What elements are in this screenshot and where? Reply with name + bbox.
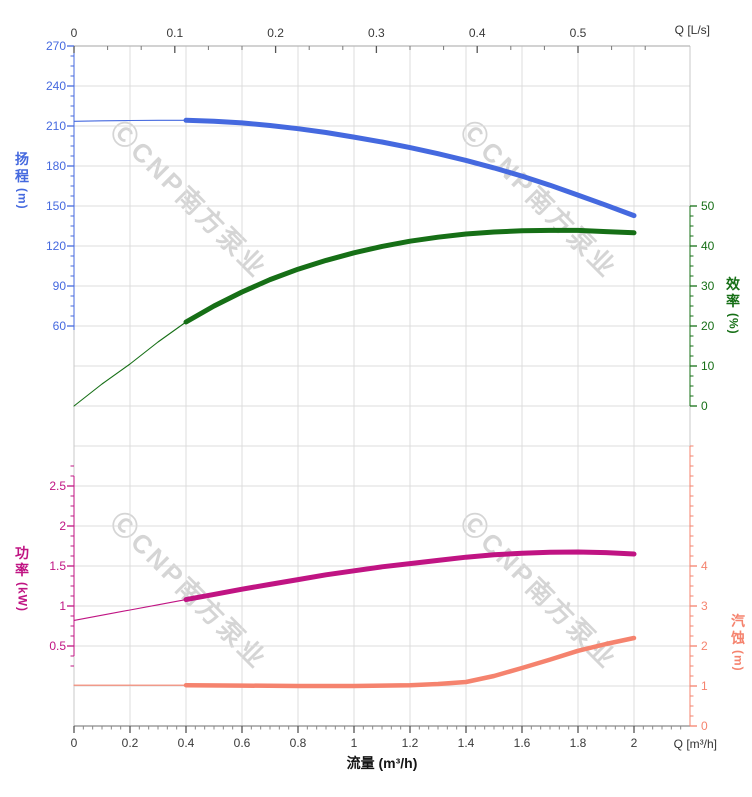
efficiency-curve	[183, 227, 637, 325]
power-axis-title-char: 率	[15, 562, 29, 578]
npsh-curve	[183, 635, 637, 689]
head-axis-tick-label: 150	[46, 199, 66, 213]
efficiency-axis-title-char: 效	[726, 276, 740, 292]
power-axis-tick-label: 2	[59, 519, 66, 533]
head-axis-title-char: 程	[15, 168, 29, 184]
bottom-axis-tick-label: 0	[71, 736, 78, 750]
head-curve	[183, 117, 637, 219]
top-axis-tick-label: 0.2	[267, 26, 284, 40]
bottom-axis-tick-label: 0.4	[178, 736, 195, 750]
npsh-axis-title: 汽 蚀 (m)	[726, 613, 750, 672]
npsh-axis-title-char: 蚀	[731, 630, 745, 646]
power-curve	[183, 549, 637, 603]
npsh-axis-tick-label: 3	[701, 599, 708, 613]
efficiency-axis-tick-label: 10	[701, 359, 715, 373]
bottom-axis-tick-label: 1.2	[402, 736, 419, 750]
efficiency-axis-tick-label: 40	[701, 239, 715, 253]
top-axis-unit-label: Q [L/s]	[674, 23, 710, 37]
power-axis-tick-label: 2.5	[49, 479, 66, 493]
bottom-axis-tick-label: 1.8	[570, 736, 587, 750]
bottom-axis-unit-label: Q [m³/h]	[673, 737, 717, 751]
head-axis-tick-label: 240	[46, 79, 66, 93]
bottom-axis-tick-label: 0.2	[122, 736, 139, 750]
power-axis-tick-label: 1	[59, 599, 66, 613]
efficiency-axis-tick-label: 30	[701, 279, 715, 293]
head-axis-tick-label: 180	[46, 159, 66, 173]
top-axis-tick-label: 0.5	[570, 26, 587, 40]
flow-axis-title: 流量 (m³/h)	[346, 755, 418, 771]
head-axis-tick-label: 270	[46, 39, 66, 53]
power-axis-tick-label: 0.5	[49, 639, 66, 653]
efficiency-axis-title: 效 率 (%)	[721, 276, 745, 335]
power-axis-unit: (kW)	[15, 582, 30, 612]
npsh-axis-tick-label: 0	[701, 719, 708, 733]
top-axis-tick-label: 0.3	[368, 26, 385, 40]
head-axis-tick-label: 210	[46, 119, 66, 133]
power-axis-title-char: 功	[15, 545, 29, 561]
bottom-axis-tick-label: 0.8	[290, 736, 307, 750]
head-axis-tick-label: 60	[53, 319, 67, 333]
top-axis-tick-label: 0.4	[469, 26, 486, 40]
bottom-axis-tick-label: 2	[631, 736, 638, 750]
head-axis-tick-label: 90	[53, 279, 67, 293]
power-axis-title: 功 率 (kW)	[10, 545, 34, 612]
efficiency-axis-unit: (%)	[726, 313, 741, 335]
power-curve-thin	[73, 599, 187, 621]
head-curve-thin	[73, 119, 187, 122]
top-axis-tick-label: 0.1	[166, 26, 183, 40]
head-axis-unit: (m)	[15, 188, 30, 210]
head-axis-title: 扬 程 (m)	[10, 151, 34, 210]
efficiency-axis-tick-label: 20	[701, 319, 715, 333]
efficiency-axis-tick-label: 50	[701, 199, 715, 213]
npsh-axis-unit: (m)	[731, 650, 746, 672]
bottom-axis-tick-label: 1.4	[458, 736, 475, 750]
bottom-axis-tick-label: 0.6	[234, 736, 251, 750]
head-axis-tick-label: 120	[46, 239, 66, 253]
top-axis-tick-label: 0	[71, 26, 78, 40]
efficiency-curve-thin	[73, 321, 187, 407]
npsh-axis-tick-label: 4	[701, 559, 708, 573]
efficiency-axis-tick-label: 0	[701, 399, 708, 413]
npsh-axis-tick-label: 1	[701, 679, 708, 693]
bottom-axis-tick-label: 1.6	[514, 736, 531, 750]
bottom-axis-tick-label: 1	[351, 736, 358, 750]
head-axis-title-char: 扬	[15, 151, 29, 167]
power-axis-tick-label: 1.5	[49, 559, 66, 573]
efficiency-axis-title-char: 率	[726, 293, 740, 309]
npsh-axis-tick-label: 2	[701, 639, 708, 653]
npsh-axis-title-char: 汽	[731, 613, 745, 629]
